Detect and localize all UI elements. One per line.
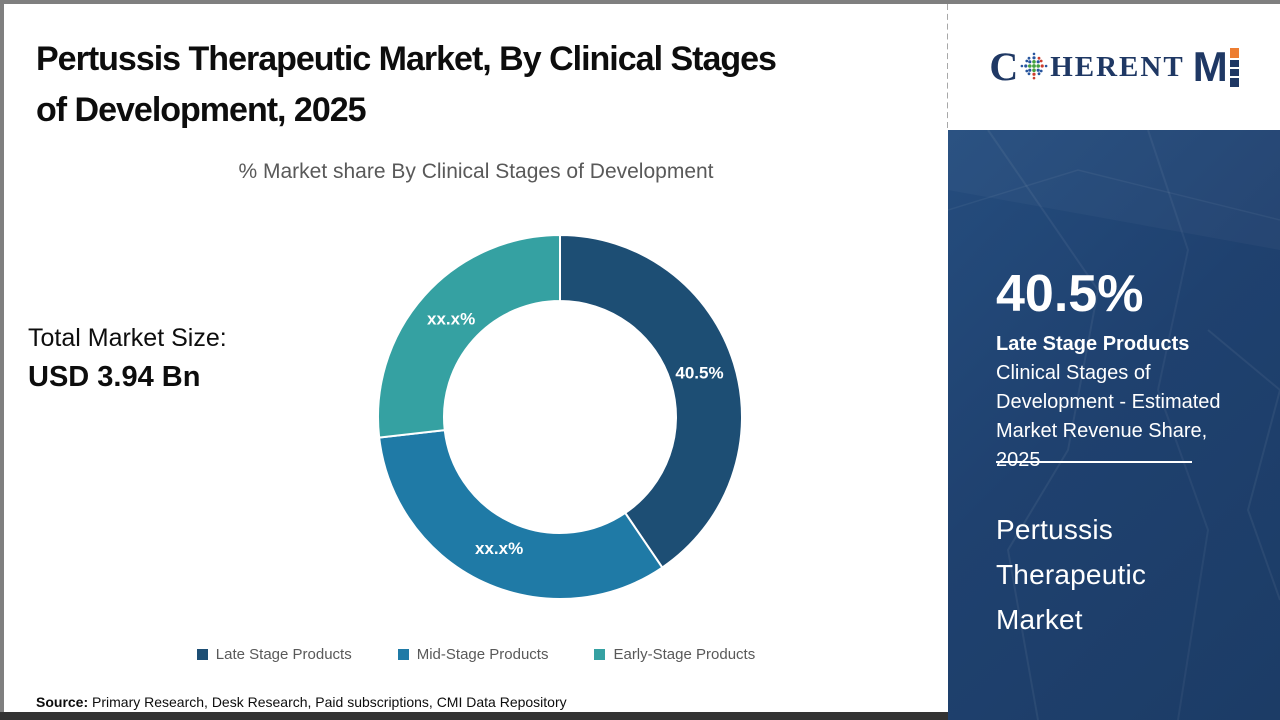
- year-underline: [996, 461, 1192, 463]
- legend-label-mid-stage: Mid-Stage Products: [416, 646, 549, 663]
- logo-globe-icon: [1019, 51, 1049, 86]
- chart-subtitle: % Market share By Clinical Stages of Dev…: [238, 160, 714, 183]
- donut-segment-label: xx.x%: [427, 309, 475, 328]
- logo-i-navy-segment: [1229, 77, 1239, 87]
- legend-swatch-late-stage: [196, 649, 208, 660]
- logo-i-orange-segment: [1229, 47, 1239, 58]
- legend-item: Late Stage Products: [196, 646, 352, 663]
- source-line: Source: Primary Research, Desk Research,…: [36, 694, 567, 710]
- donut-segment: [377, 234, 561, 439]
- logo-letter-c: C: [989, 44, 1019, 89]
- sidebar-market-name: Pertussis Therapeutic Market: [996, 507, 1248, 642]
- logo-i-navy-segment: [1229, 59, 1239, 67]
- frame-border-top: [0, 0, 1280, 4]
- total-market-size-value: USD 3.94 Bn: [28, 361, 201, 393]
- frame-border-left: [0, 0, 4, 720]
- sidebar-year-row: 2025: [996, 446, 1192, 475]
- legend-label-early-stage: Early-Stage Products: [613, 646, 756, 663]
- market-name-line3: Market: [996, 604, 1083, 635]
- logo-letters-herent: HERENT: [1050, 50, 1185, 83]
- donut-segment-label: 40.5%: [675, 364, 723, 383]
- donut-chart-svg: 40.5% xx.x% xx.x%: [377, 234, 744, 600]
- sidebar-year: 2025: [996, 449, 1041, 471]
- legend-label-late-stage: Late Stage Products: [215, 646, 352, 663]
- sidebar-panel: 40.5% Late Stage Products Clinical Stage…: [948, 130, 1280, 720]
- market-name-line1: Pertussis: [996, 514, 1113, 545]
- frame-border-bottom: [0, 712, 948, 720]
- logo-i-navy-segment: [1229, 68, 1239, 76]
- donut-segment: [559, 234, 744, 569]
- sidebar-stat-name: Late Stage Products: [996, 333, 1190, 355]
- sidebar-stat-desc-line1: Clinical Stages of: [996, 362, 1151, 384]
- coherentmi-logo: C: [989, 43, 1239, 90]
- legend-swatch-mid-stage: [397, 649, 409, 660]
- legend-item: Early-Stage Products: [594, 646, 755, 663]
- logo-letter-i-segments: [1229, 47, 1239, 87]
- sidebar-stat-desc-line2: Development - Estimated: [996, 391, 1221, 413]
- total-market-size-label: Total Market Size:: [28, 324, 227, 352]
- total-market-size-block: Total Market Size: USD 3.94 Bn: [28, 324, 227, 394]
- market-name-line2: Therapeutic: [996, 559, 1147, 590]
- legend-swatch-early-stage: [594, 649, 606, 660]
- page-title-line1: Pertussis Therapeutic Market, By Clinica…: [36, 40, 777, 78]
- sidebar-stat-desc-line3: Market Revenue Share,: [996, 420, 1208, 442]
- donut-segment-label: xx.x%: [475, 539, 523, 558]
- page-title: Pertussis Therapeutic Market, By Clinica…: [36, 34, 916, 136]
- legend-item: Mid-Stage Products: [397, 646, 549, 663]
- page-title-line2: of Development, 2025: [36, 91, 367, 129]
- main-panel: Pertussis Therapeutic Market, By Clinica…: [4, 4, 948, 712]
- source-label: Source:: [36, 694, 89, 710]
- chart-legend: Late Stage Products Mid-Stage Products E…: [4, 646, 948, 663]
- sidebar-content: 40.5% Late Stage Products Clinical Stage…: [948, 130, 1248, 642]
- donut-segment: [378, 429, 664, 600]
- sidebar-stat-value: 40.5%: [996, 265, 1144, 323]
- donut-chart: 40.5% xx.x% xx.x%: [370, 227, 750, 607]
- logo-panel: C: [948, 4, 1280, 130]
- logo-letter-m: M: [1192, 43, 1228, 90]
- source-text: Primary Research, Desk Research, Paid su…: [88, 694, 567, 710]
